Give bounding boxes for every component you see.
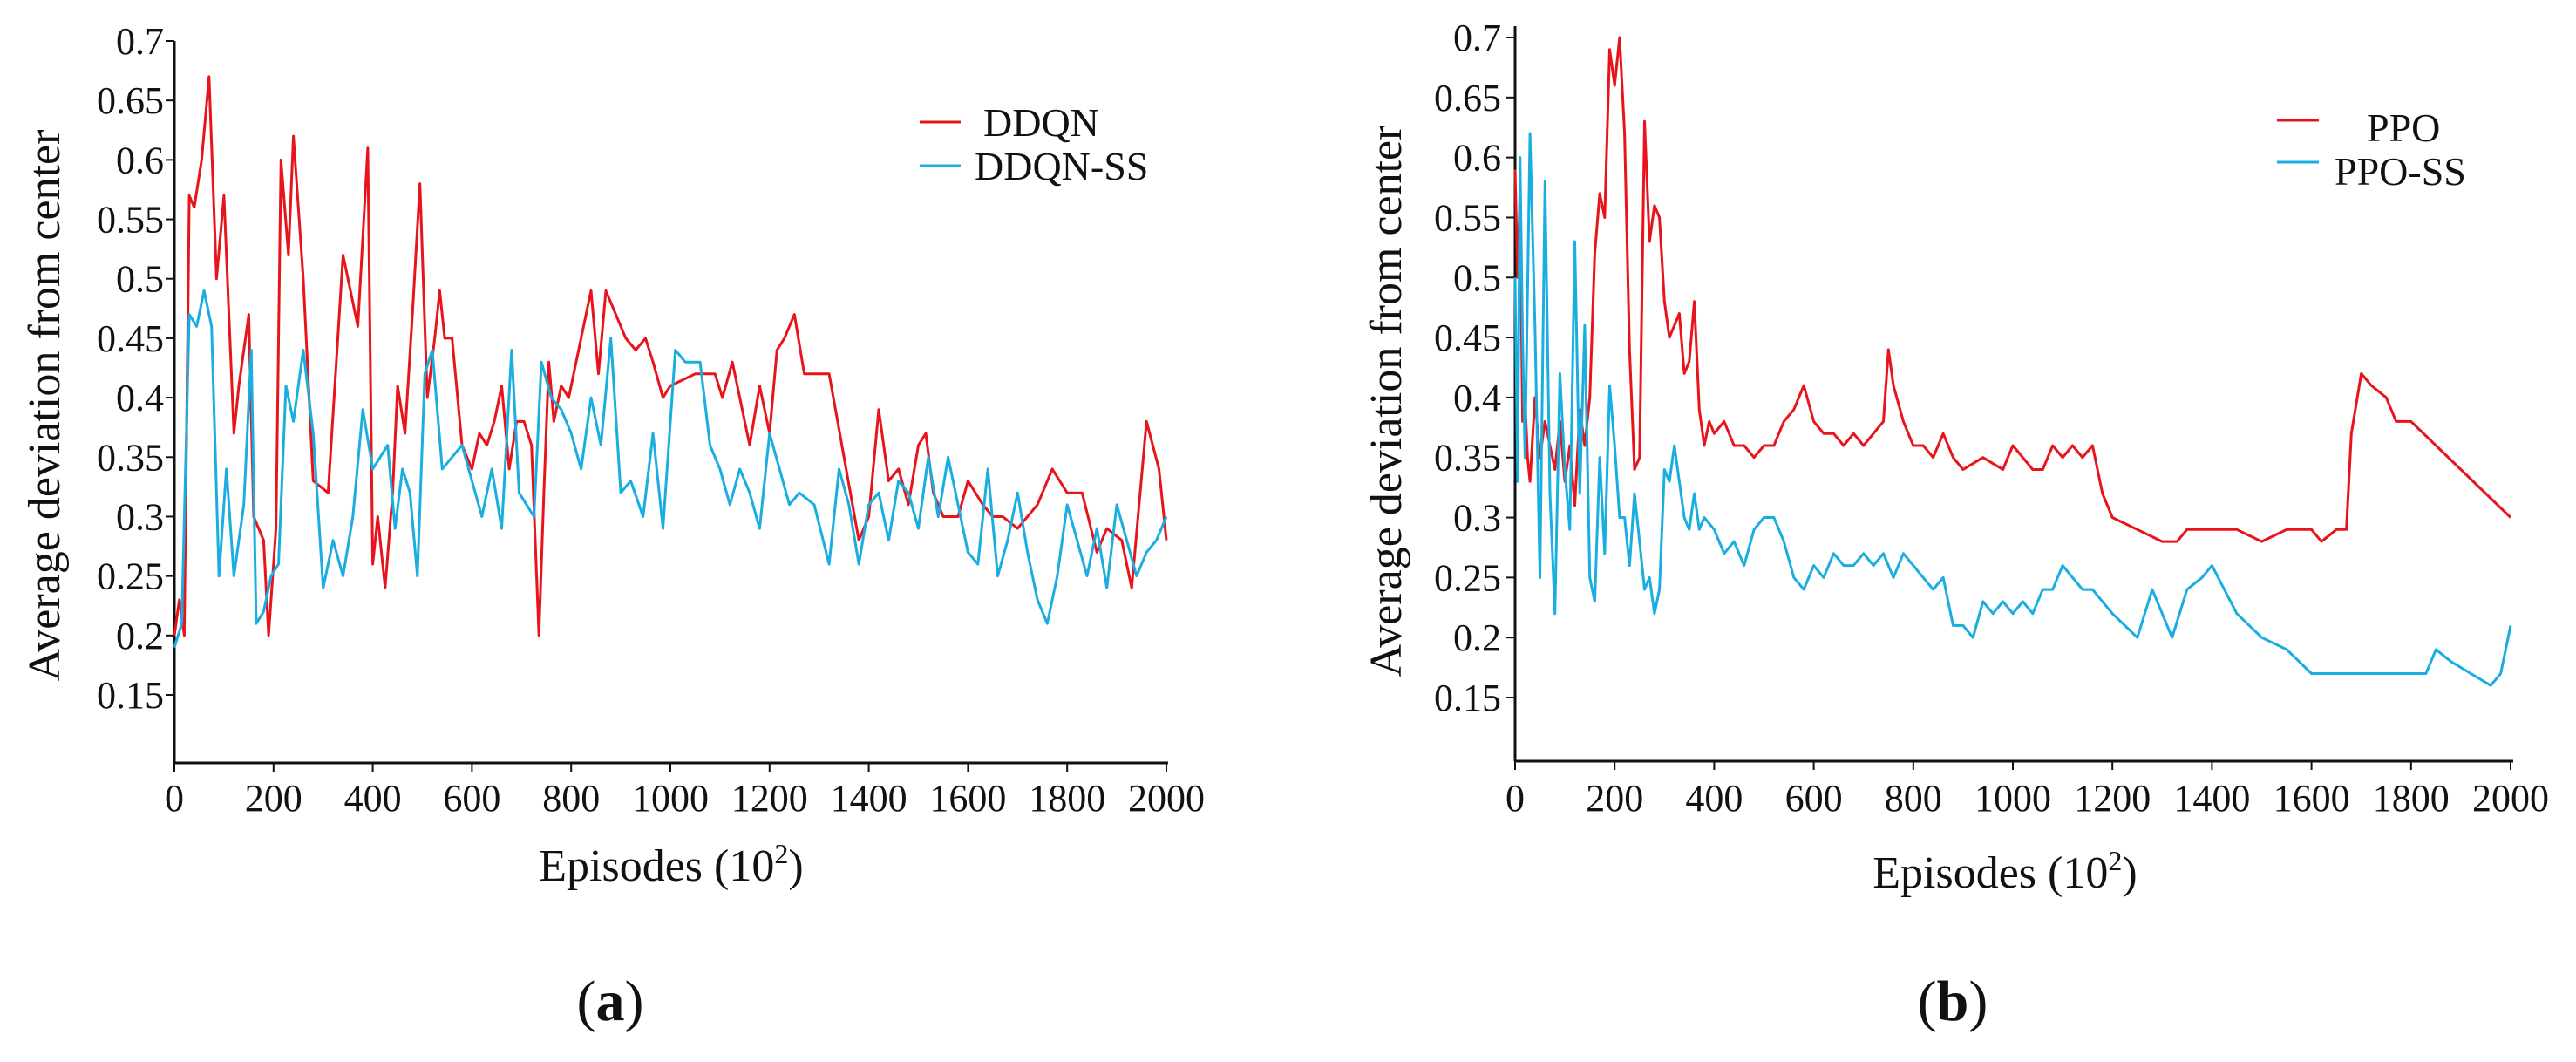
x-tick-label: 0: [1505, 777, 1525, 820]
y-tick-label: 0.45: [97, 317, 164, 360]
x-axis-title-exponent: 2: [2108, 845, 2122, 876]
x-tick-label: 1200: [731, 777, 808, 820]
x-axis-title-exponent: 2: [774, 838, 788, 869]
y-tick-label: 0.3: [116, 495, 164, 538]
x-axis-title-close: ): [2122, 848, 2137, 898]
series-line-ppo-ss: [1513, 132, 2512, 687]
panel-label-b: (b): [1918, 970, 1988, 1033]
x-tick-label: 1600: [929, 777, 1006, 820]
y-tick-label: 0.15: [1434, 677, 1501, 719]
x-tick-label: 200: [1586, 777, 1643, 820]
y-tick-label: 0.6: [116, 139, 164, 181]
y-tick-label: 0.2: [1453, 616, 1501, 659]
x-tick-label: 1600: [2274, 777, 2350, 820]
y-tick-label: 0.25: [1434, 556, 1501, 599]
legend-label-ddqn-ss: DDQN-SS: [975, 144, 1148, 188]
y-tick-label: 0.35: [97, 436, 164, 479]
series-group: [173, 75, 1168, 648]
y-tick-label: 0.2: [116, 615, 164, 657]
y-tick-label: 0.65: [97, 79, 164, 122]
y-tick-label: 0.55: [1434, 196, 1501, 239]
y-tick-label: 0.6: [1453, 137, 1501, 180]
x-axis-title-text: Episodes (10: [1873, 848, 2108, 898]
y-tick-label: 0.5: [116, 258, 164, 301]
y-axis-title: Average deviation from center: [1362, 126, 1411, 677]
y-ticks: 0.15 0.2 0.25 0.3 0.35 0.4 0.45 0.5 0.55 0.6 0.65 0…: [1434, 17, 1515, 719]
y-tick-label: 0.4: [1453, 377, 1501, 419]
x-tick-label: 800: [542, 777, 600, 820]
x-tick-label: 400: [1685, 777, 1743, 820]
legend: PPO PPO-SS: [2277, 106, 2466, 194]
y-tick-label: 0.65: [1434, 77, 1501, 119]
x-axis-title: Episodes (102): [1873, 845, 2137, 898]
y-tick-label: 0.15: [97, 674, 164, 717]
legend-label-ddqn: DDQN: [983, 100, 1099, 145]
x-tick-label: 1000: [1974, 777, 2051, 820]
x-axis-title: Episodes (102): [539, 838, 803, 891]
y-tick-label: 0.5: [1453, 256, 1501, 299]
y-axis-title: Average deviation from center: [20, 130, 70, 682]
chart-panel-a: 0.15 0.2 0.25 0.3 0.35 0.4 0.45 0.5 0.55 0.6 0.65 0…: [20, 20, 1205, 1033]
y-tick-label: 0.3: [1453, 497, 1501, 540]
x-tick-label: 800: [1885, 777, 1942, 820]
x-tick-label: 2000: [2472, 777, 2549, 820]
y-tick-label: 0.7: [116, 20, 164, 63]
x-tick-label: 600: [443, 777, 500, 820]
x-ticks: 0 200 400 600 800 1000 1200 1400 1600 1800 2000: [165, 763, 1205, 820]
y-tick-label: 0.45: [1434, 317, 1501, 359]
panel-label-a: (a): [577, 970, 644, 1033]
series-line-ppo: [1513, 36, 2512, 543]
x-tick-label: 400: [344, 777, 402, 820]
x-tick-label: 1400: [2173, 777, 2250, 820]
x-tick-label: 1200: [2074, 777, 2151, 820]
x-tick-label: 1400: [831, 777, 907, 820]
x-tick-label: 600: [1785, 777, 1843, 820]
y-tick-label: 0.35: [1434, 437, 1501, 480]
x-tick-label: 0: [165, 777, 184, 820]
y-tick-label: 0.25: [97, 555, 164, 598]
y-tick-label: 0.7: [1453, 17, 1501, 59]
series-group: [1513, 36, 2512, 687]
legend: DDQN DDQN-SS: [920, 100, 1148, 188]
y-tick-label: 0.4: [116, 377, 164, 419]
x-axis-title-close: ): [788, 841, 803, 891]
y-ticks: 0.15 0.2 0.25 0.3 0.35 0.4 0.45 0.5 0.55 0.6 0.65 0…: [97, 20, 174, 717]
x-tick-label: 2000: [1128, 777, 1205, 820]
x-axis-title-text: Episodes (10: [539, 841, 774, 891]
x-tick-label: 1800: [1029, 777, 1105, 820]
y-tick-label: 0.55: [97, 199, 164, 242]
x-tick-label: 200: [245, 777, 302, 820]
series-line-ddqn-ss: [173, 289, 1168, 648]
x-ticks: 0 200 400 600 800 1000 1200 1400 1600 1800 2000: [1505, 761, 2549, 820]
legend-label-ppo: PPO: [2367, 106, 2440, 150]
x-tick-label: 1000: [632, 777, 709, 820]
chart-panel-b: 0.15 0.2 0.25 0.3 0.35 0.4 0.45 0.5 0.55 0.6 0.65 0…: [1362, 17, 2549, 1033]
legend-label-ppo-ss: PPO-SS: [2335, 149, 2466, 194]
x-tick-label: 1800: [2373, 777, 2450, 820]
